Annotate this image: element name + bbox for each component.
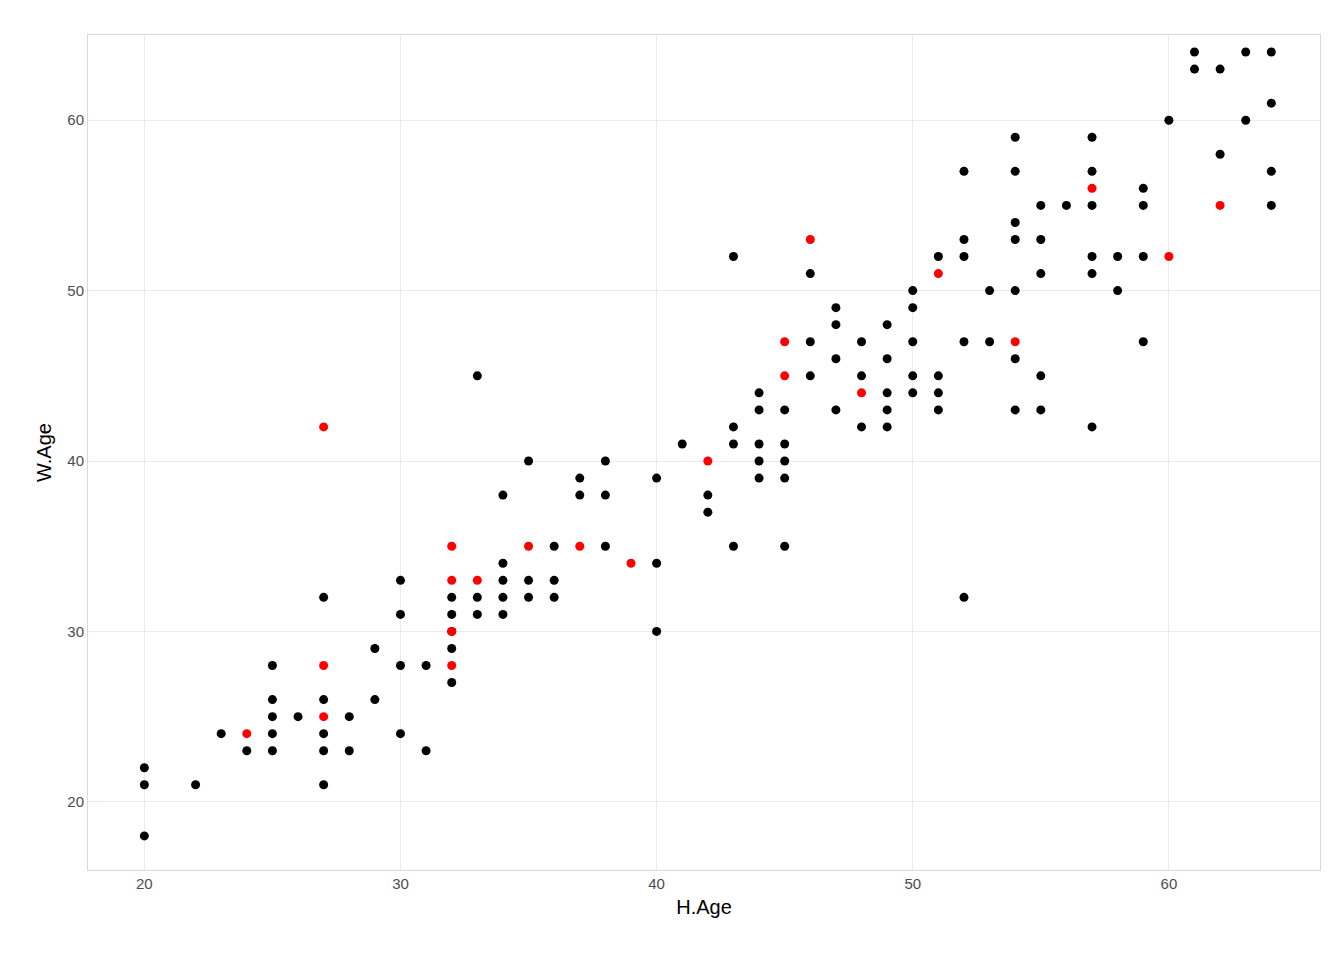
svg-text:20: 20 <box>136 875 153 892</box>
svg-text:30: 30 <box>67 623 84 640</box>
svg-text:40: 40 <box>67 452 84 469</box>
svg-text:50: 50 <box>904 875 921 892</box>
svg-text:50: 50 <box>67 282 84 299</box>
svg-text:H.Age: H.Age <box>676 896 732 918</box>
svg-text:30: 30 <box>392 875 409 892</box>
svg-text:60: 60 <box>67 111 84 128</box>
svg-text:20: 20 <box>67 793 84 810</box>
svg-text:60: 60 <box>1161 875 1178 892</box>
svg-text:40: 40 <box>648 875 665 892</box>
svg-text:W.Age: W.Age <box>33 423 55 482</box>
